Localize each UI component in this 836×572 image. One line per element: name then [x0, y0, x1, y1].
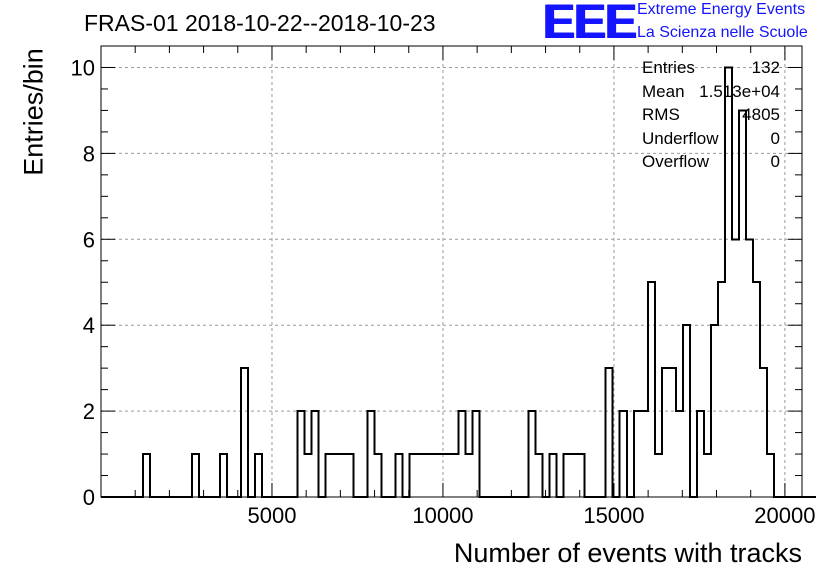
stat-key: Overflow: [642, 152, 710, 171]
stat-value: 4805: [742, 105, 780, 124]
logo-tagline-1: Extreme Energy Events: [637, 1, 806, 18]
stat-key: RMS: [642, 105, 680, 124]
stat-key: Mean: [642, 81, 685, 101]
stat-row-rms: RMS 4805: [642, 105, 780, 129]
y-axis-label: Entries/bin: [18, 48, 49, 176]
x-tick-label: 10000: [412, 503, 473, 528]
y-tick-label: 0: [83, 485, 95, 510]
chart-title: FRAS-01 2018-10-22--2018-10-23: [84, 10, 436, 36]
histogram-series: [101, 66, 817, 498]
eee-logo: EEE: [543, 0, 637, 49]
y-tick-label: 10: [71, 55, 95, 80]
logo-tagline-2: La Scienza nelle Scuole: [637, 24, 808, 41]
stat-value: 0: [770, 128, 780, 148]
axis-ticks: [101, 46, 802, 497]
x-axis-label: Number of events with tracks: [453, 538, 802, 568]
stat-key: Underflow: [642, 128, 719, 148]
stat-row-mean: Mean 1.513e+04: [642, 82, 780, 106]
stat-value: 0: [770, 152, 780, 171]
x-tick-label: 20000: [754, 503, 815, 528]
stat-row-underflow: Underflow 0: [642, 129, 780, 153]
plot-frame: [100, 45, 803, 498]
x-tick-label: 15000: [583, 503, 644, 528]
stat-value: 1.513e+04: [699, 81, 780, 101]
y-tick-label: 6: [83, 227, 95, 252]
y-tick-label: 2: [83, 399, 95, 424]
stat-value: 132: [751, 58, 780, 77]
stat-row-entries: Entries 132: [642, 58, 780, 82]
stats-box: Entries 132 Mean 1.513e+04 RMS 4805 Unde…: [642, 58, 780, 176]
stat-row-overflow: Overflow 0: [642, 152, 780, 176]
y-tick-label: 4: [83, 313, 95, 338]
y-tick-label: 8: [83, 141, 95, 166]
axis-tick-labels: 5000 10000 15000 20000 0 2 4 6 8 10: [71, 55, 816, 528]
stat-key: Entries: [642, 58, 695, 77]
x-tick-label: 5000: [247, 503, 296, 528]
